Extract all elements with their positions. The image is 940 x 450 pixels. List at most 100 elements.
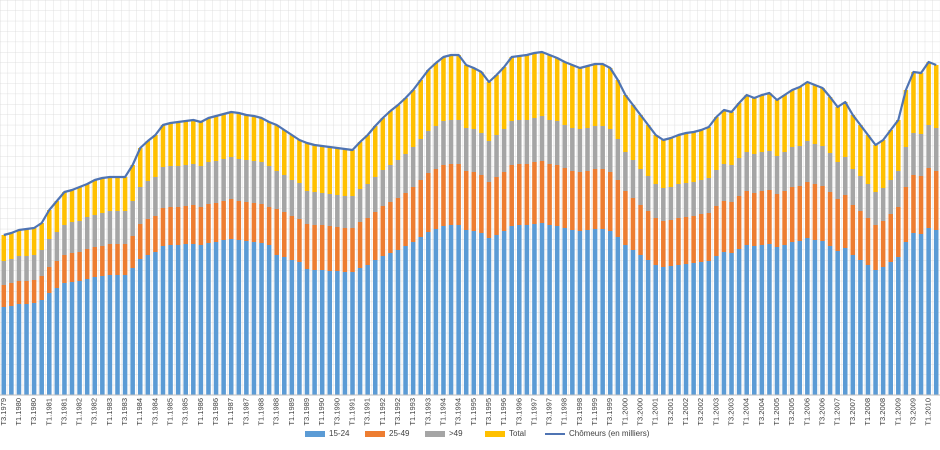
bar <box>782 191 787 245</box>
x-tick-label: T3.1984 <box>150 398 159 426</box>
bar <box>107 244 113 275</box>
bar <box>388 165 393 202</box>
bar <box>213 242 219 395</box>
bar <box>115 275 120 395</box>
bar <box>585 66 590 128</box>
bar <box>9 233 14 259</box>
bar <box>789 242 795 395</box>
bar <box>494 235 499 395</box>
bar <box>858 260 863 395</box>
bar <box>137 259 143 395</box>
bar <box>84 279 90 395</box>
bar <box>600 169 605 229</box>
bar <box>873 270 878 395</box>
bar <box>903 187 909 242</box>
bar <box>706 178 712 213</box>
legend: 15-24 25-49 >49 Total Chômeurs (en milliers) <box>305 429 650 438</box>
bar <box>236 201 242 240</box>
bar <box>524 164 530 225</box>
bar <box>24 304 29 395</box>
x-tick-label: T3.1991 <box>363 398 372 426</box>
bar <box>54 232 60 261</box>
bar <box>350 228 355 272</box>
bar <box>896 171 901 207</box>
bar <box>175 207 181 245</box>
bar <box>289 180 295 216</box>
bar <box>198 166 204 207</box>
bar <box>69 253 75 282</box>
x-tick-label: T3.1997 <box>545 398 554 426</box>
bar <box>335 271 340 395</box>
bar <box>395 250 401 395</box>
bar <box>122 177 128 211</box>
bar <box>494 177 499 235</box>
bar <box>198 122 204 166</box>
bar <box>797 241 803 395</box>
bar <box>683 217 689 264</box>
bar <box>145 141 151 181</box>
bar <box>767 244 772 395</box>
bar <box>880 188 886 221</box>
bar <box>744 245 749 395</box>
bar <box>683 183 689 217</box>
bar <box>607 231 613 395</box>
bar <box>615 180 621 237</box>
bar <box>403 193 408 246</box>
bar <box>39 223 44 250</box>
bar <box>471 129 477 172</box>
bar <box>259 162 264 204</box>
bar <box>100 276 105 395</box>
bar <box>244 160 249 202</box>
bar <box>918 134 924 176</box>
bar <box>600 229 605 395</box>
bar <box>653 135 658 184</box>
bar <box>926 62 931 125</box>
bar <box>47 239 52 267</box>
bar <box>274 171 279 209</box>
bar <box>69 222 75 253</box>
bar <box>896 120 901 171</box>
x-tick-label: T1.1981 <box>44 398 53 426</box>
bar <box>92 247 98 277</box>
bar <box>789 90 795 147</box>
bar <box>767 151 772 190</box>
bar <box>304 224 310 269</box>
bar <box>759 95 765 152</box>
bar <box>160 246 166 395</box>
bar <box>577 172 583 231</box>
bar <box>554 226 560 395</box>
bar <box>623 245 628 395</box>
bar <box>933 65 939 128</box>
bar <box>903 242 909 395</box>
bar <box>668 220 674 266</box>
bar <box>410 147 416 187</box>
bar <box>456 55 461 120</box>
bar <box>850 205 856 255</box>
bar <box>903 147 909 187</box>
bar <box>107 177 113 211</box>
bar <box>198 207 204 245</box>
bar <box>676 265 681 395</box>
bar <box>198 245 204 395</box>
bar <box>441 165 446 226</box>
bar <box>865 218 871 265</box>
bar <box>479 72 484 133</box>
bar <box>426 173 431 232</box>
bar <box>251 161 257 203</box>
bar <box>145 181 151 219</box>
bar <box>122 244 128 275</box>
bar <box>812 144 818 184</box>
bar <box>282 130 287 175</box>
bar <box>388 111 393 165</box>
x-tick-label: T3.1992 <box>393 398 402 426</box>
bar <box>752 193 757 246</box>
bar <box>236 159 242 201</box>
bar <box>122 275 128 395</box>
bar <box>850 255 856 395</box>
bar <box>228 112 234 157</box>
bar <box>327 271 333 395</box>
bar <box>191 120 196 164</box>
bar <box>433 63 439 126</box>
bar <box>153 177 158 216</box>
bar <box>183 244 188 395</box>
